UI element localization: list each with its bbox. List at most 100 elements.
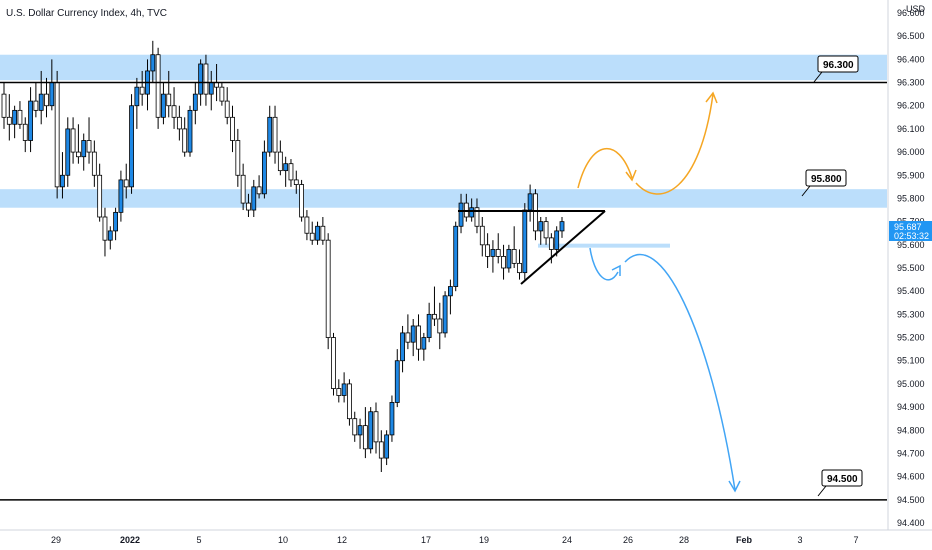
candle <box>118 170 124 222</box>
projection-down-path-1[interactable] <box>589 247 619 281</box>
candle <box>293 170 299 194</box>
candle-body <box>203 63 209 95</box>
candle-body <box>389 402 395 436</box>
candle-body <box>447 286 453 297</box>
candle <box>235 128 241 187</box>
candle-body <box>219 86 225 102</box>
candle-body <box>224 100 230 118</box>
candle <box>325 233 331 350</box>
candle <box>490 240 496 273</box>
candle <box>426 302 432 343</box>
candle-body <box>139 86 145 95</box>
candle-body <box>522 209 528 274</box>
candle-body <box>416 325 421 350</box>
candle-body <box>240 174 246 204</box>
candle <box>38 70 44 125</box>
candle <box>6 94 12 141</box>
candle-body <box>548 237 554 250</box>
price-tick-label: 95.900 <box>897 170 925 180</box>
candle <box>256 175 262 199</box>
candle-body <box>49 82 55 107</box>
level-callout-label: 95.800 <box>811 174 842 185</box>
time-tick-label: 7 <box>853 535 858 545</box>
candle-body <box>554 230 560 250</box>
candle <box>182 117 188 157</box>
candle <box>538 217 544 245</box>
level-callout-label: 96.300 <box>823 60 854 71</box>
time-tick-label: 26 <box>623 535 633 545</box>
candle <box>421 332 427 361</box>
candle-body <box>187 109 193 153</box>
candle <box>155 47 161 129</box>
candle-body <box>373 411 379 443</box>
candle <box>224 87 230 125</box>
candle-body <box>182 128 188 153</box>
candle <box>176 105 182 141</box>
candle-body <box>495 249 501 257</box>
currency-label: USD <box>906 4 926 14</box>
candle-body <box>198 63 204 95</box>
candle <box>389 395 395 442</box>
candle-body <box>501 256 506 269</box>
candle <box>320 217 326 245</box>
candle-body <box>176 116 182 130</box>
candle <box>410 319 416 357</box>
minor-zone[interactable] <box>538 243 670 248</box>
candle <box>150 40 156 83</box>
candle-body <box>1 93 7 118</box>
candle-body <box>272 116 278 153</box>
price-tick-label: 95.200 <box>897 333 925 343</box>
candle <box>336 379 342 403</box>
candle-body <box>304 216 310 234</box>
candle-body <box>44 93 49 107</box>
candle-body <box>410 325 416 343</box>
candle <box>60 152 65 199</box>
candle <box>54 70 60 199</box>
time-tick-label: 29 <box>51 535 61 545</box>
candle <box>447 279 453 315</box>
resistance-zone-0[interactable] <box>0 54 887 81</box>
candle-body <box>230 116 235 141</box>
level-callout-1[interactable]: 95.800 <box>801 169 847 197</box>
candle-body <box>76 151 81 158</box>
candle-body <box>155 54 161 118</box>
projection-down-arrowhead-2 <box>728 480 741 493</box>
drawings-layer <box>458 91 741 493</box>
resistance-zone-1[interactable] <box>0 189 887 208</box>
candle <box>17 101 23 129</box>
candle-body <box>81 140 87 158</box>
candle <box>246 193 251 217</box>
projection-up-path-1[interactable] <box>577 148 633 189</box>
candle <box>261 140 267 199</box>
candle <box>384 430 390 466</box>
time-tick-label: 19 <box>479 535 489 545</box>
price-tag: 95.687 02:53:32 <box>889 221 932 241</box>
candle-body <box>107 230 113 241</box>
candle-body <box>166 93 172 107</box>
candle <box>272 105 278 164</box>
candle-body <box>511 249 517 264</box>
price-tick-label: 94.900 <box>897 402 925 412</box>
candle-body <box>6 116 12 125</box>
candle-body <box>347 383 352 420</box>
candle-body <box>442 295 448 334</box>
price-tick-label: 95.000 <box>897 379 925 389</box>
projection-down-path-2[interactable] <box>624 254 736 491</box>
candle-body <box>70 128 76 153</box>
candle <box>495 233 501 264</box>
triangle-bottom-line[interactable] <box>520 210 606 285</box>
candle <box>102 207 108 257</box>
candle-body <box>432 313 437 320</box>
candle-body <box>171 105 177 118</box>
level-callout-pointer <box>813 71 823 83</box>
candle-body <box>33 100 39 111</box>
candle-body <box>283 163 289 172</box>
candle <box>161 82 166 125</box>
level-callout-2[interactable]: 94.500 <box>817 469 863 497</box>
level-callout-0[interactable]: 96.300 <box>813 55 859 83</box>
candle <box>501 244 506 280</box>
projection-up-path-2[interactable] <box>635 93 714 195</box>
candle <box>357 418 363 449</box>
